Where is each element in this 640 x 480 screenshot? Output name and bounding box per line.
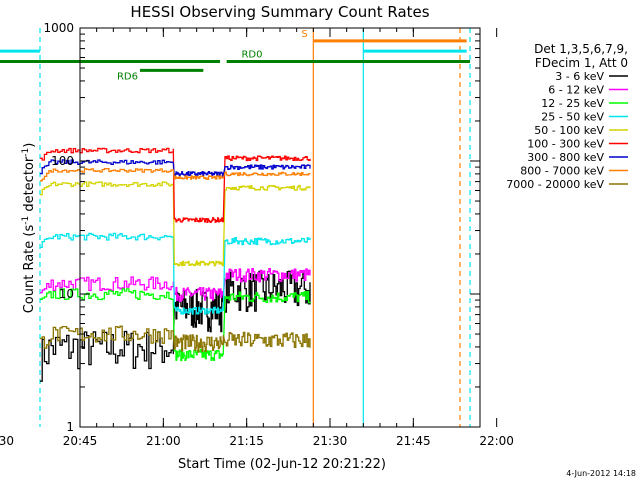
- y-tick-label-1: 10: [59, 287, 74, 301]
- x-tick-label-0: 20:30: [0, 434, 14, 448]
- legend-title-line-2: FDecim 1, Att 0: [535, 56, 628, 70]
- y-label-part-3: ): [22, 143, 37, 148]
- series-line-6: [40, 159, 311, 177]
- y-axis-label: Count Rate (s-1 detector-1): [21, 143, 37, 314]
- x-tick-label-1: 20:45: [63, 434, 98, 448]
- legend-label-0: 3 - 6 keV: [555, 70, 604, 83]
- y-label-sup-2: -1: [21, 148, 31, 157]
- y-tick-label-3: 1000: [43, 21, 74, 35]
- plot-area: NSRD0RD6: [0, 28, 471, 427]
- y-label-part-2: detector: [22, 156, 37, 216]
- y-axis-label-group: Count Rate (s-1 detector-1): [21, 143, 37, 314]
- flag-label-rd6: RD6: [117, 71, 138, 82]
- legend-label-6: 300 - 800 keV: [527, 151, 604, 164]
- x-tick-label-2: 21:00: [146, 434, 181, 448]
- x-tick-label-3: 21:15: [229, 434, 264, 448]
- series-line-5: [40, 147, 311, 224]
- legend-label-1: 6 - 12 keV: [548, 84, 604, 97]
- y-label-sup-1: -1: [21, 216, 31, 225]
- series-line-1: [40, 267, 311, 302]
- series-line-4: [40, 181, 311, 267]
- timestamp: 4-Jun-2012 14:18: [566, 469, 636, 478]
- flag-label-rd0: RD0: [241, 49, 262, 60]
- legend-label-4: 50 - 100 keV: [534, 124, 604, 137]
- y-tick-label-2: 100: [51, 154, 74, 168]
- axis-ticks: 1 10 100 1000 20:30 20:45 21:00 21:15 21:30 21:45…: [0, 21, 514, 448]
- x-tick-label-6: 22:00: [479, 434, 514, 448]
- legend-label-5: 100 - 300 keV: [527, 138, 604, 151]
- legend-label-7: 800 - 7000 keV: [520, 165, 604, 178]
- series-line-3: [40, 232, 311, 315]
- plot-frame: [79, 27, 481, 428]
- y-label-part-1: Count Rate (s: [22, 225, 37, 314]
- y-tick-label-0: 1: [66, 420, 74, 434]
- x-tick-label-5: 21:45: [396, 434, 431, 448]
- chart-title: HESSI Observing Summary Count Rates: [130, 3, 429, 21]
- legend-label-3: 25 - 50 keV: [541, 111, 604, 124]
- legend-title-line-1: Det 1,3,5,6,7,9,: [534, 42, 628, 56]
- series-line-2: [40, 288, 311, 362]
- series-line-7: [40, 168, 311, 182]
- series-line-8: [40, 325, 311, 353]
- legend-label-2: 12 - 25 keV: [541, 97, 604, 110]
- flag-label-s: S: [301, 29, 307, 40]
- x-tick-label-4: 21:30: [313, 434, 348, 448]
- x-axis-label: Start Time (02-Jun-12 20:21:22): [178, 457, 386, 472]
- legend-label-8: 7000 - 20000 keV: [506, 178, 604, 191]
